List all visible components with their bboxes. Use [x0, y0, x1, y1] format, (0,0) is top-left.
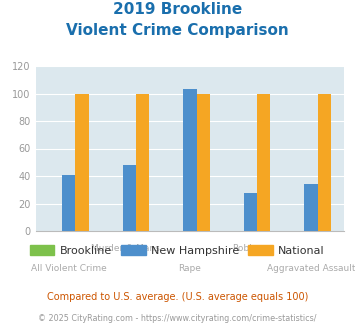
- Text: © 2025 CityRating.com - https://www.cityrating.com/crime-statistics/: © 2025 CityRating.com - https://www.city…: [38, 314, 317, 323]
- Bar: [304, 184, 318, 231]
- Text: All Violent Crime: All Violent Crime: [31, 264, 107, 273]
- Bar: [244, 192, 257, 231]
- Bar: [183, 89, 197, 231]
- Text: Robbery: Robbery: [232, 244, 269, 253]
- Text: Aggravated Assault: Aggravated Assault: [267, 264, 355, 273]
- Text: Violent Crime Comparison: Violent Crime Comparison: [66, 23, 289, 38]
- Bar: [136, 93, 149, 231]
- Bar: [123, 165, 136, 231]
- Text: Rape: Rape: [179, 264, 201, 273]
- Bar: [76, 93, 89, 231]
- Text: Compared to U.S. average. (U.S. average equals 100): Compared to U.S. average. (U.S. average …: [47, 292, 308, 302]
- Bar: [62, 175, 76, 231]
- Legend: Brookline, New Hampshire, National: Brookline, New Hampshire, National: [26, 241, 329, 260]
- Bar: [197, 93, 210, 231]
- Text: Murder & Mans...: Murder & Mans...: [91, 244, 168, 253]
- Bar: [318, 93, 331, 231]
- Bar: [257, 93, 271, 231]
- Text: 2019 Brookline: 2019 Brookline: [113, 2, 242, 16]
